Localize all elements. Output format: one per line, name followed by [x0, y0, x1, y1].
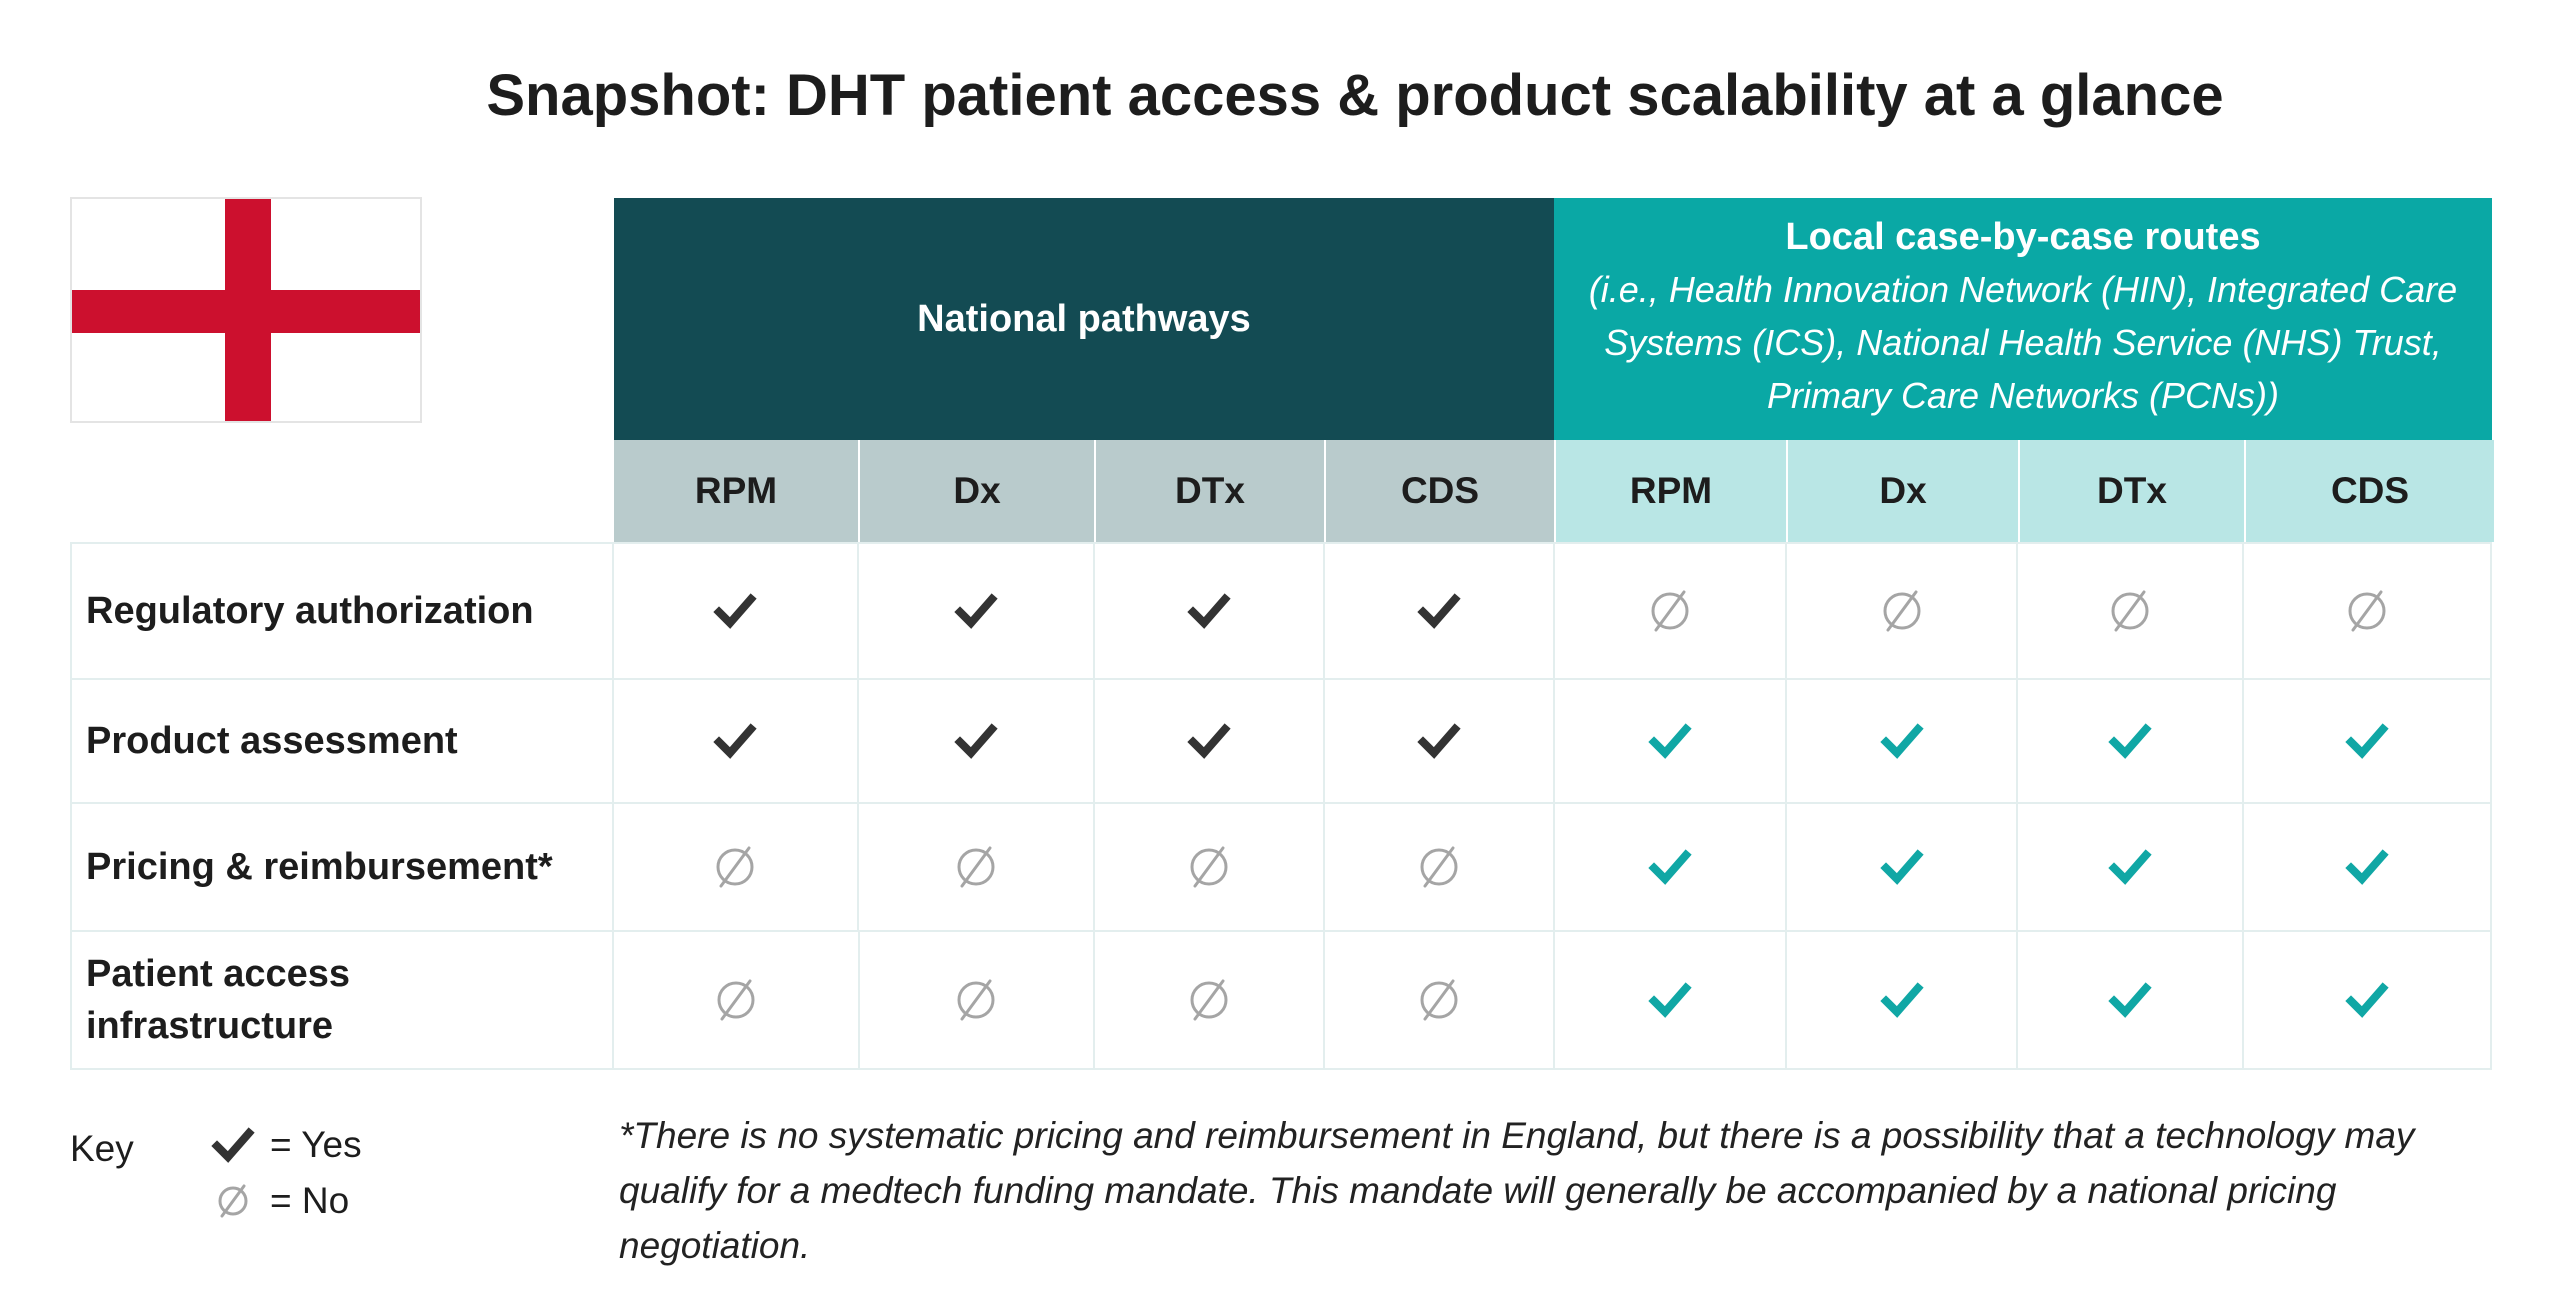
check-icon — [1417, 593, 1461, 629]
table-cell — [2018, 804, 2245, 930]
empty-set-icon — [1420, 979, 1458, 1021]
flag-cross-horizontal — [72, 290, 420, 333]
table-cell — [1555, 932, 1787, 1068]
check-icon — [2345, 723, 2389, 759]
check-icon — [1879, 849, 1924, 885]
check-icon — [1648, 723, 1692, 759]
table-cell — [859, 544, 1096, 678]
empty-set-icon — [716, 846, 754, 888]
key-no: = No — [210, 1178, 349, 1224]
check-icon — [713, 593, 758, 629]
empty-set-icon — [957, 979, 995, 1021]
check-icon — [2108, 723, 2152, 759]
table-cell — [2244, 932, 2492, 1068]
table-cell — [2244, 804, 2493, 930]
check-icon — [954, 593, 998, 629]
column-header-rpm-national: RPM — [614, 440, 860, 542]
empty-set-icon — [2111, 590, 2149, 632]
table-cell — [1095, 932, 1326, 1068]
empty-set-icon — [1190, 979, 1228, 1021]
key-yes: = Yes — [210, 1122, 362, 1168]
check-icon — [954, 723, 998, 759]
row-label: Regulatory authorization — [70, 544, 614, 678]
table-cell — [860, 932, 1096, 1068]
column-header-cds-local: CDS — [2246, 440, 2494, 542]
table-cell — [1787, 680, 2019, 802]
local-routes-header: Local case-by-case routes (i.e., Health … — [1554, 198, 2492, 440]
local-routes-title: Local case-by-case routes — [1785, 216, 2261, 258]
table-cell — [1787, 804, 2019, 930]
check-icon — [1648, 849, 1692, 885]
check-icon — [2108, 982, 2152, 1018]
local-routes-subtitle: (i.e., Health Innovation Network (HIN), … — [1588, 269, 2458, 416]
england-flag-icon — [70, 197, 422, 423]
column-header-dtx-national: DTx — [1096, 440, 1326, 542]
table-cell — [1555, 680, 1787, 802]
empty-set-icon — [717, 979, 755, 1021]
check-icon — [1879, 723, 1924, 759]
check-icon — [2108, 849, 2152, 885]
table-cell — [1095, 544, 1325, 678]
table-cell — [614, 544, 860, 678]
check-icon — [1187, 593, 1231, 629]
table-cell — [2018, 932, 2245, 1068]
empty-set-icon — [1190, 846, 1228, 888]
empty-set-icon — [1651, 590, 1689, 632]
footnote: *There is no systematic pricing and reim… — [619, 1115, 2415, 1266]
table-cell — [614, 932, 860, 1068]
pathway-table: Regulatory authorization Product assessme… — [70, 542, 2493, 1070]
table-cell — [1095, 804, 1325, 930]
table-cell — [614, 680, 860, 802]
row-label: Pricing & reimbursement* — [70, 804, 614, 930]
check-icon — [2345, 849, 2389, 885]
key-yes-label: = Yes — [270, 1124, 362, 1165]
row-label: Product assessment — [70, 680, 614, 802]
table-cell — [1555, 544, 1787, 678]
column-header-rpm-local: RPM — [1556, 440, 1788, 542]
empty-set-icon — [1420, 846, 1458, 888]
column-header-cds-national: CDS — [1326, 440, 1556, 542]
table-cell — [1325, 544, 1555, 678]
check-icon — [1879, 982, 1924, 1018]
table-cell — [1787, 544, 2019, 678]
empty-set-icon — [957, 846, 995, 888]
empty-set-icon — [218, 1184, 248, 1218]
table-cell — [1787, 932, 2019, 1068]
column-headers: RPM Dx DTx CDS RPM Dx DTx CDS — [614, 440, 2494, 542]
key-label: Key — [70, 1128, 134, 1169]
table-cell — [859, 680, 1096, 802]
column-header-dx-local: Dx — [1788, 440, 2020, 542]
table-cell — [614, 804, 860, 930]
table-row: Patient access infrastructure — [70, 932, 2492, 1070]
table-row: Regulatory authorization — [70, 544, 2493, 680]
table-cell — [1325, 932, 1555, 1068]
table-cell — [2244, 544, 2493, 678]
table-row: Pricing & reimbursement* — [70, 804, 2493, 932]
check-icon — [211, 1127, 255, 1163]
row-label: Patient access infrastructure — [70, 932, 614, 1068]
check-icon — [1417, 723, 1461, 759]
column-header-dx-national: Dx — [860, 440, 1096, 542]
check-icon — [713, 723, 758, 759]
table-cell — [2018, 544, 2245, 678]
table-row: Product assessment — [70, 680, 2493, 804]
column-header-dtx-local: DTx — [2020, 440, 2246, 542]
national-pathways-title: National pathways — [917, 297, 1251, 340]
page-title: Snapshot: DHT patient access & product s… — [486, 63, 2224, 128]
table-cell — [1095, 680, 1325, 802]
table-cell — [2244, 680, 2493, 802]
national-pathways-header: National pathways — [614, 198, 1554, 440]
table-cell — [859, 804, 1096, 930]
empty-set-icon — [1883, 590, 1920, 632]
key-no-label: = No — [270, 1180, 350, 1221]
empty-set-icon — [2348, 590, 2386, 632]
table-cell — [2018, 680, 2245, 802]
table-cell — [1325, 680, 1555, 802]
table-cell — [1555, 804, 1787, 930]
check-icon — [2345, 982, 2389, 1018]
table-cell — [1325, 804, 1555, 930]
check-icon — [1187, 723, 1231, 759]
check-icon — [1648, 982, 1692, 1018]
